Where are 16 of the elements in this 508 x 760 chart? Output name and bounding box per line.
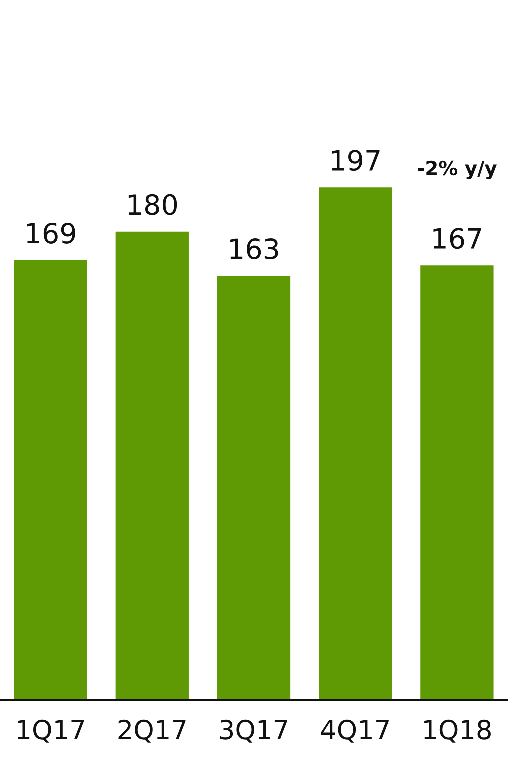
x-tick-label: 1Q17: [18, 720, 84, 743]
x-tick-label: 2Q17: [118, 720, 186, 743]
data-label: 167: [434, 228, 482, 250]
data-label: 163: [230, 238, 278, 260]
text: -2% y/y: [418, 160, 497, 180]
bar: [420, 266, 494, 700]
bar: [14, 260, 88, 700]
x-tick-label: 4Q17: [321, 720, 389, 743]
bar: [116, 232, 189, 700]
bar: [217, 276, 291, 700]
x-tick-label: 1Q18: [424, 720, 491, 743]
x-tick-label: 3Q17: [220, 720, 288, 743]
data-label: 197: [332, 150, 380, 172]
data-label: 180: [128, 194, 178, 216]
data-label: 169: [27, 222, 76, 244]
bar: [319, 188, 392, 700]
